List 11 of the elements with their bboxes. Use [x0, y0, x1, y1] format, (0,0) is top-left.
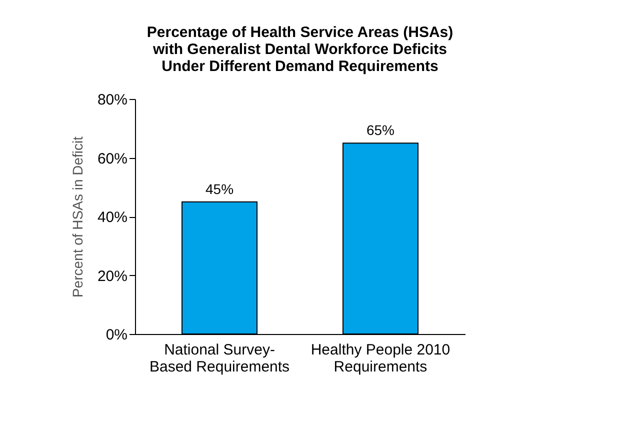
data-label: 65%	[366, 122, 395, 138]
x-tick-label: National Survey- Based Requirements	[149, 342, 290, 376]
y-tick-label: 80%	[97, 92, 128, 108]
y-tick-label: 60%	[97, 150, 128, 168]
chart-title: Percentage of Health Service Areas (HSAs) with Generalist Dental Workforce Deficits Under Different Demand Requirements	[146, 24, 454, 75]
x-tick-label: Healthy People 2010 Requirements	[310, 342, 450, 376]
y-tick-label: 20%	[97, 268, 128, 285]
y-axis-title: Percent of HSAs in Deficit	[69, 136, 86, 298]
data-label: 45%	[205, 180, 234, 197]
y-tick-label: 40%	[97, 209, 128, 226]
y-tick-label: 0%	[106, 326, 128, 344]
